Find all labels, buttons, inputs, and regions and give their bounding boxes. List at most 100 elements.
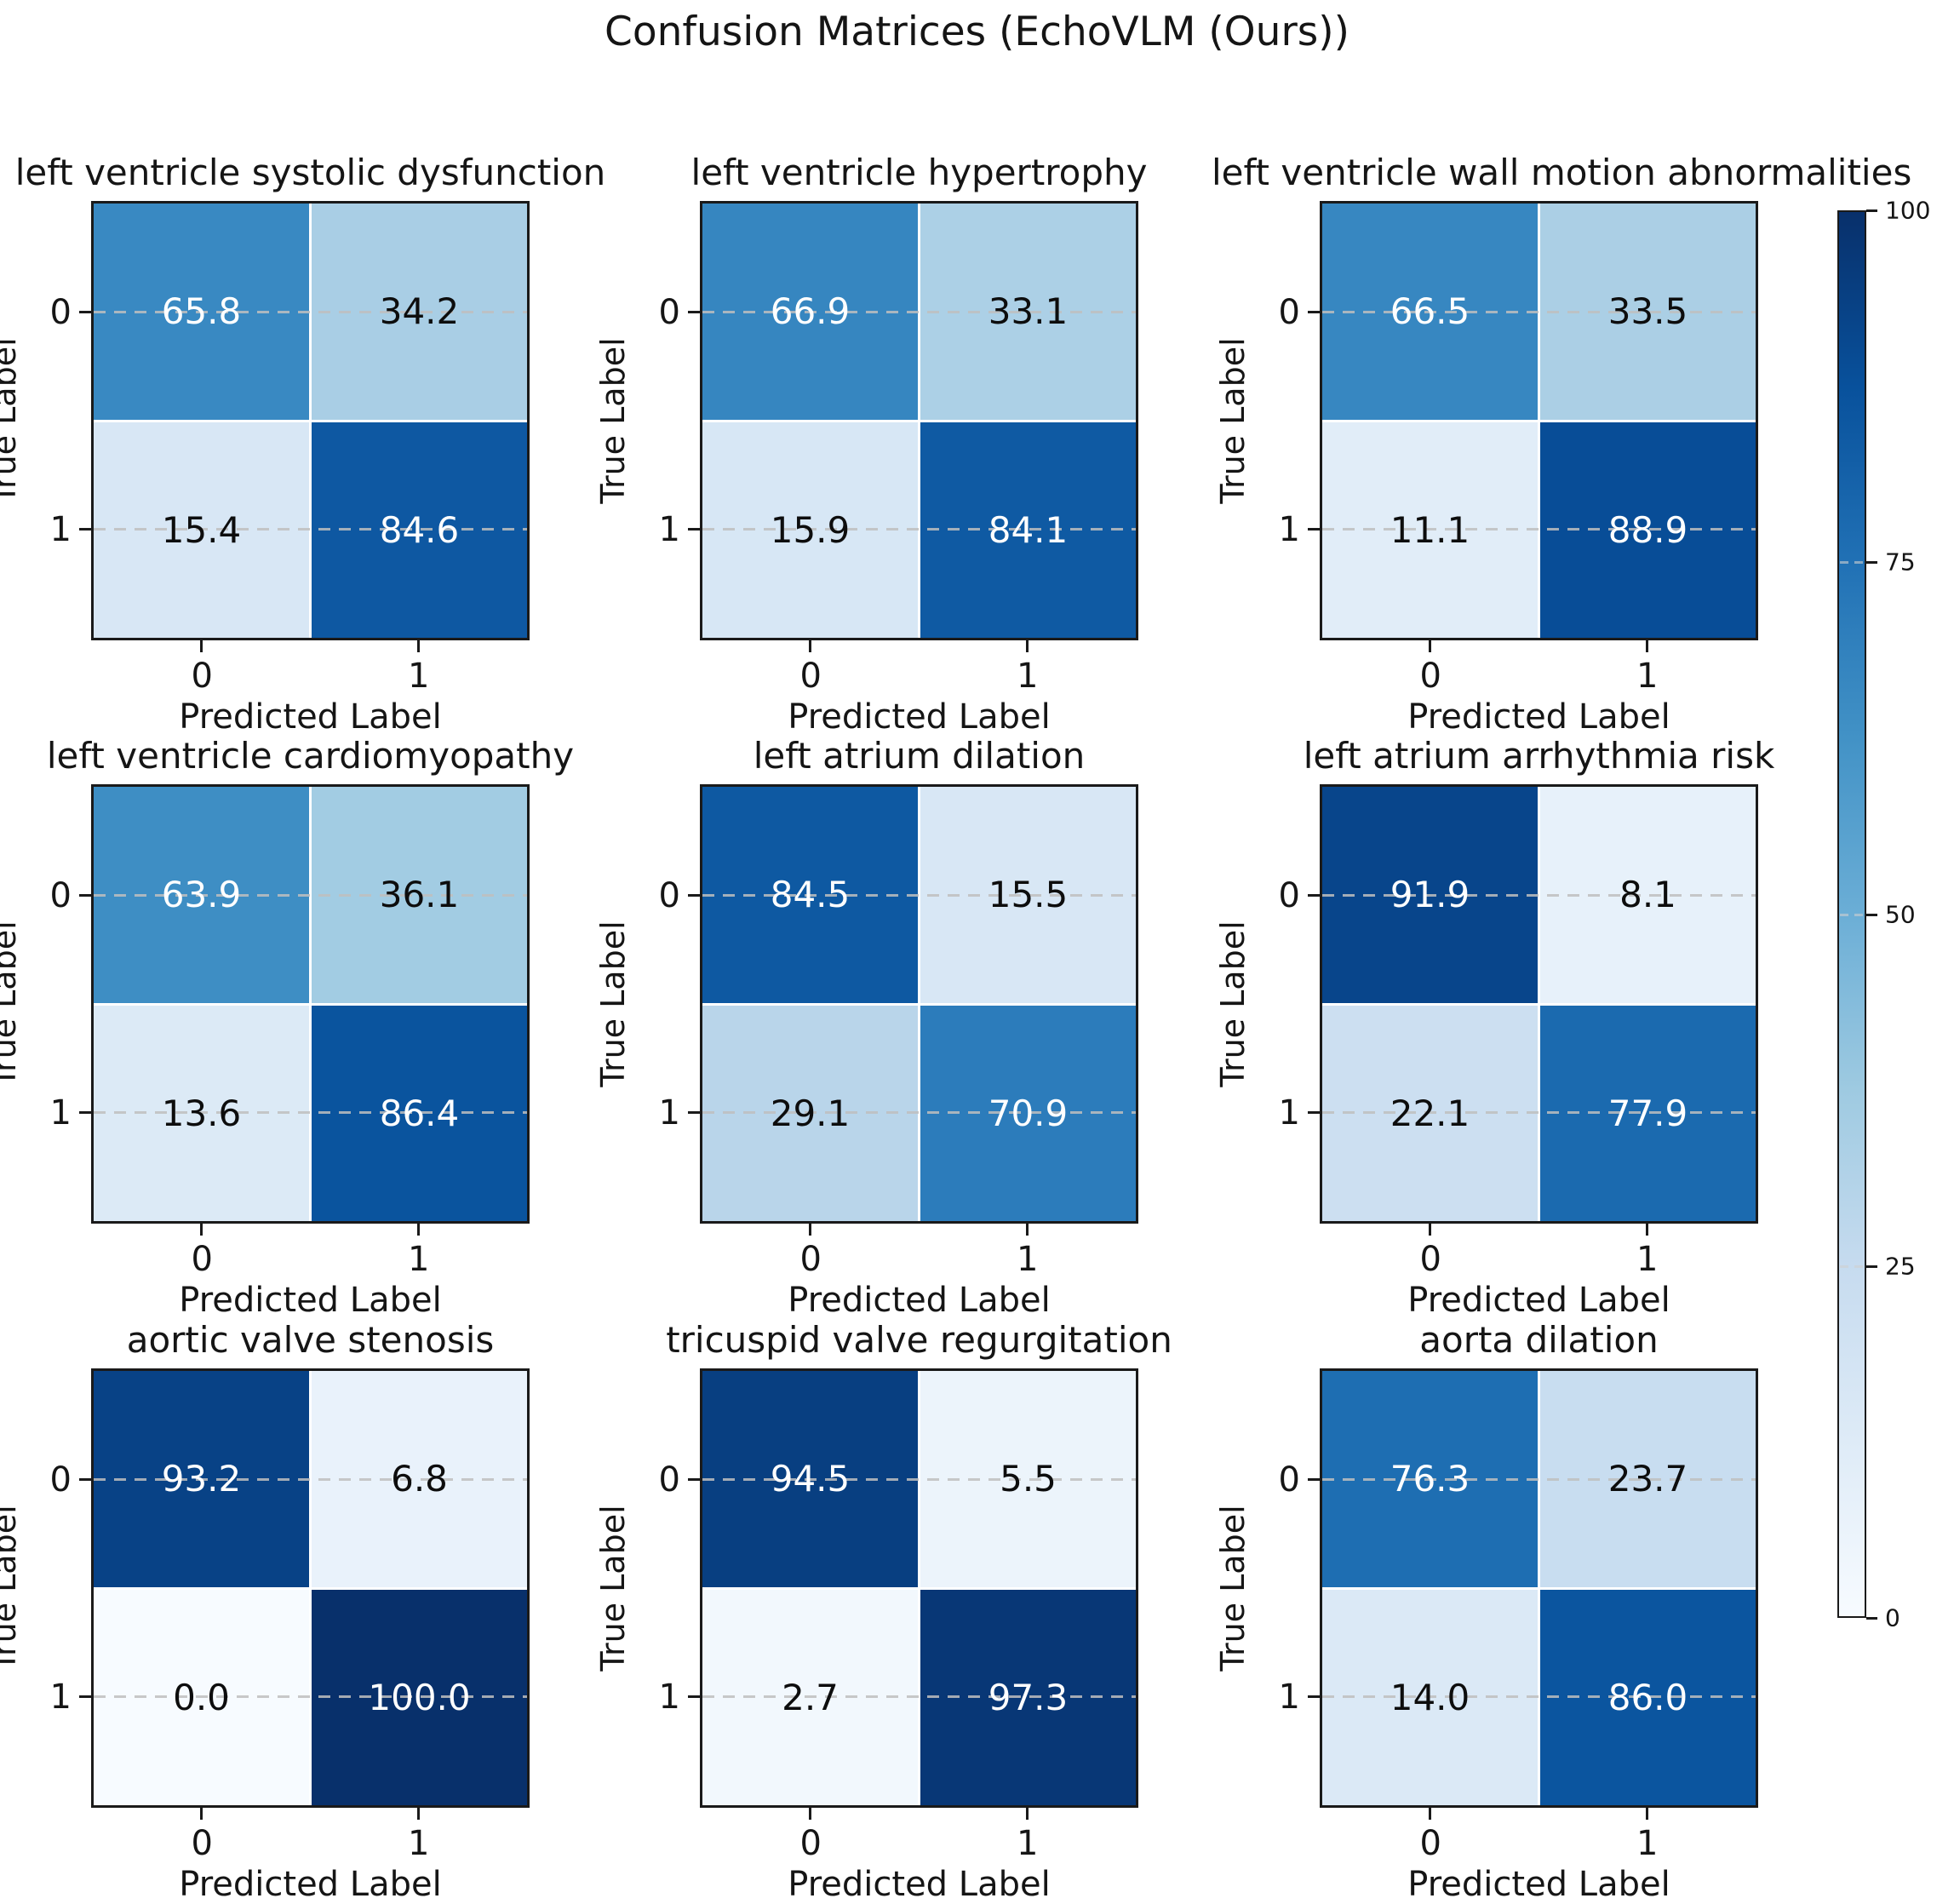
- x-tick-mark: [1645, 1224, 1648, 1236]
- colorbar-gridline-dashed: [1840, 561, 1864, 565]
- heatmap-cells: 66.9 33.1 15.9 84.1: [702, 204, 1136, 638]
- y-axis-label: True Label: [0, 920, 23, 1087]
- y-axis-label: True Label: [0, 337, 23, 504]
- x-tick-label: 1: [1636, 1824, 1659, 1863]
- x-tick-mark: [1645, 640, 1648, 652]
- subplot-title: aortic valve stenosis: [0, 1319, 638, 1361]
- heatmap-cells: 76.3 23.7 14.0 86.0: [1322, 1371, 1756, 1805]
- subplot-title: left atrium dilation: [592, 735, 1246, 777]
- confusion-matrix-subplot: left ventricle cardiomyopathy True Label…: [0, 735, 574, 1320]
- gridline-dashed: [94, 893, 527, 897]
- cell-value: 6.8: [391, 1458, 448, 1500]
- confusion-matrix-subplot: left ventricle hypertrophy True Label 0 …: [594, 152, 1147, 737]
- y-tick-label: 0: [49, 1460, 72, 1500]
- cell-value: 91.9: [1390, 874, 1470, 916]
- heatmap-cells: 84.5 15.5 29.1 70.9: [702, 787, 1136, 1221]
- y-tick-label: 1: [1278, 509, 1300, 549]
- cell-value: 94.5: [770, 1458, 851, 1500]
- gridline-dashed: [94, 1695, 527, 1698]
- colorbar-tick-mark: [1866, 913, 1877, 916]
- y-tick-label: 1: [658, 1093, 680, 1133]
- cell-value: 15.9: [770, 508, 851, 551]
- x-axis-label: Predicted Label: [1407, 697, 1670, 737]
- subplot-title: left ventricle cardiomyopathy: [0, 735, 638, 777]
- heatmap-cells: 66.5 33.5 11.1 88.9: [1322, 204, 1756, 638]
- colorbar-tick-label: 100: [1885, 196, 1931, 225]
- cell-value: 86.0: [1607, 1676, 1688, 1718]
- x-tick-label: 1: [408, 1824, 430, 1863]
- y-tick-mark: [1308, 527, 1320, 530]
- colorbar-tick-mark: [1866, 1617, 1877, 1620]
- heatmap-cells: 65.8 34.2 15.4 84.6: [94, 204, 527, 638]
- x-tick-mark: [809, 640, 812, 652]
- cell-value: 66.5: [1390, 290, 1470, 333]
- x-axis-label: Predicted Label: [1407, 1865, 1670, 1904]
- subplot-title-text: tricuspid valve regurgitation: [666, 1319, 1172, 1361]
- subplot-title-text: aorta dilation: [1419, 1319, 1659, 1361]
- subplot-title-text: left atrium dilation: [753, 735, 1086, 777]
- y-tick-label: 1: [49, 1677, 72, 1717]
- cell-value: 86.4: [379, 1092, 460, 1134]
- y-tick-label: 0: [1278, 292, 1300, 332]
- gridline-dashed: [1322, 527, 1756, 530]
- x-tick-mark: [416, 640, 420, 652]
- colorbar-tick-mark: [1866, 1265, 1877, 1268]
- cell-value: 93.2: [161, 1458, 242, 1500]
- cell-value: 65.8: [161, 290, 242, 333]
- y-axis-label: True Label: [594, 920, 632, 1087]
- x-tick-label: 1: [1636, 1240, 1659, 1279]
- cell-value: 76.3: [1390, 1458, 1470, 1500]
- x-tick-label: 0: [1419, 1240, 1441, 1279]
- x-axis-label: Predicted Label: [179, 1281, 442, 1320]
- x-tick-mark: [1645, 1808, 1648, 1820]
- y-tick-mark: [1308, 310, 1320, 313]
- colorbar-gridline-dashed: [1840, 1265, 1864, 1268]
- y-tick-mark: [1308, 893, 1320, 897]
- x-tick-label: 1: [1017, 1240, 1039, 1279]
- y-tick-mark: [79, 1695, 91, 1698]
- confusion-matrix-subplot: left atrium arrhythmia risk True Label 0…: [1214, 735, 1774, 1320]
- x-tick-label: 0: [799, 1240, 822, 1279]
- gridline-dashed: [702, 893, 1136, 897]
- y-tick-label: 1: [1278, 1093, 1300, 1133]
- x-tick-mark: [1025, 1808, 1029, 1820]
- x-tick-label: 1: [1017, 657, 1039, 696]
- x-tick-label: 0: [1419, 657, 1441, 696]
- x-tick-label: 1: [408, 657, 430, 696]
- x-axis-label: Predicted Label: [788, 1865, 1051, 1904]
- x-tick-mark: [1429, 640, 1432, 652]
- gridline-dashed: [1322, 1477, 1756, 1481]
- gridline-dashed: [94, 527, 527, 530]
- cell-value: 33.1: [988, 290, 1069, 333]
- y-tick-mark: [79, 893, 91, 897]
- y-tick-label: 1: [658, 509, 680, 549]
- colorbar-tick-mark: [1866, 209, 1877, 212]
- y-axis-label: True Label: [1214, 1505, 1252, 1672]
- subplot-title: left atrium arrhythmia risk: [1212, 735, 1866, 777]
- subplot-title: tricuspid valve regurgitation: [592, 1319, 1246, 1361]
- y-tick-mark: [688, 1477, 700, 1481]
- cell-value: 8.1: [1619, 874, 1676, 916]
- x-tick-label: 1: [1017, 1824, 1039, 1863]
- x-tick-mark: [1025, 640, 1029, 652]
- cell-value: 84.1: [988, 508, 1069, 551]
- gridline-dashed: [1322, 893, 1756, 897]
- y-axis-label: True Label: [594, 337, 632, 504]
- x-tick-label: 0: [799, 1824, 822, 1863]
- confusion-matrix-subplot: aorta dilation True Label 0 1 76.3 23.7 …: [1214, 1319, 1758, 1904]
- subplot-title: aorta dilation: [1212, 1319, 1866, 1361]
- y-axis-label: True Label: [594, 1505, 632, 1672]
- colorbar-gridline-dashed: [1840, 913, 1864, 916]
- gridline-dashed: [702, 1695, 1136, 1698]
- gridline-dashed: [1322, 1695, 1756, 1698]
- y-tick-label: 1: [49, 1093, 72, 1133]
- heatmap-cells: 63.9 36.1 13.6 86.4: [94, 787, 527, 1221]
- cell-value: 34.2: [379, 290, 460, 333]
- subplot-title: left ventricle systolic dysfunction: [0, 152, 638, 193]
- y-tick-label: 0: [658, 1460, 680, 1500]
- y-tick-mark: [1308, 1110, 1320, 1114]
- cell-value: 63.9: [161, 874, 242, 916]
- cell-value: 0.0: [173, 1676, 230, 1718]
- colorbar-tick-label: 25: [1885, 1252, 1916, 1281]
